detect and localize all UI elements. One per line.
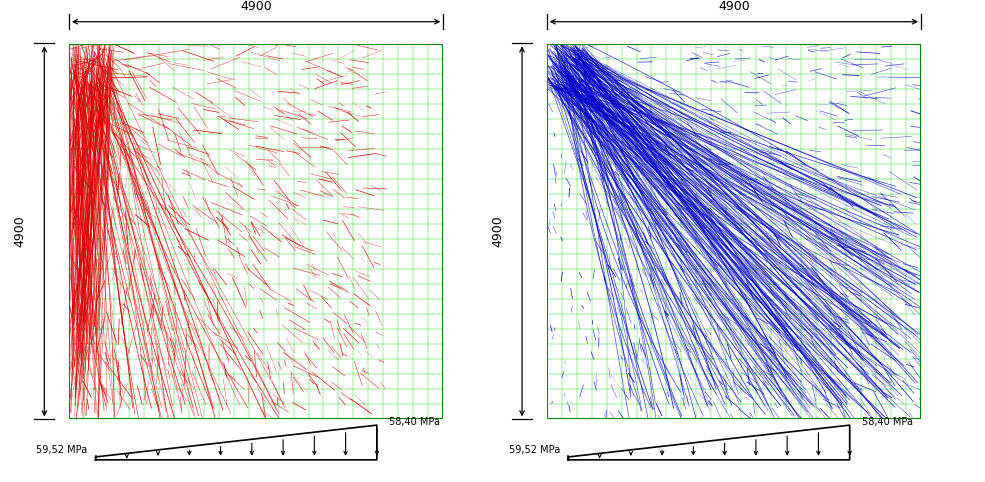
Text: 59,52 MPa: 59,52 MPa	[509, 445, 560, 455]
Text: 4900: 4900	[718, 0, 750, 13]
Text: 4900: 4900	[240, 0, 272, 13]
Text: 58,40 MPa: 58,40 MPa	[389, 417, 440, 427]
Text: 4900: 4900	[14, 215, 27, 247]
Text: 58,40 MPa: 58,40 MPa	[862, 417, 913, 427]
Text: 59,52 MPa: 59,52 MPa	[36, 445, 88, 455]
Text: 4900: 4900	[492, 215, 504, 247]
